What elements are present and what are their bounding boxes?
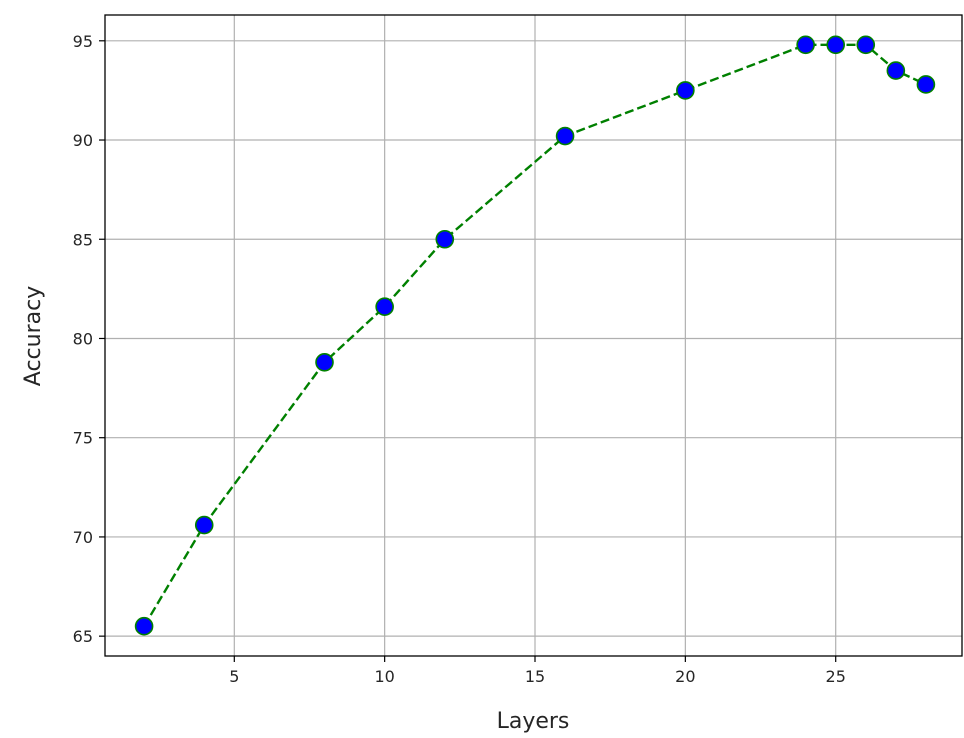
series-line	[143, 43, 927, 627]
y-tick-label: 70	[73, 528, 93, 547]
x-tick-label: 10	[374, 667, 394, 686]
y-tick-label: 75	[73, 429, 93, 448]
y-axis-label: Accuracy	[21, 286, 46, 386]
y-tick-label: 95	[73, 32, 93, 51]
data-point	[315, 352, 334, 372]
x-tick-label: 20	[675, 667, 695, 686]
data-point	[375, 297, 394, 317]
data-point	[676, 81, 695, 100]
data-point	[435, 229, 455, 249]
data-point	[796, 35, 815, 55]
data-point	[134, 616, 154, 636]
y-tick-label: 65	[73, 627, 93, 646]
x-axis-label: Layers	[497, 709, 570, 734]
data-point	[555, 126, 575, 146]
data-point	[916, 75, 936, 94]
axis-ticks: 5 10 15 20 25 65 70 75 80 85 90 95	[73, 32, 846, 686]
data-point	[194, 515, 214, 535]
data-point	[856, 35, 876, 55]
x-tick-label: 15	[525, 667, 545, 686]
y-tick-label: 80	[73, 329, 93, 348]
grid	[105, 15, 962, 656]
x-tick-label: 25	[826, 667, 846, 686]
data-point	[886, 61, 906, 80]
y-tick-label: 90	[73, 131, 93, 150]
x-tick-label: 5	[229, 667, 239, 686]
y-tick-label: 85	[73, 230, 93, 249]
data-point	[826, 35, 846, 55]
plot-frame	[104, 14, 963, 657]
series-layer	[134, 35, 936, 636]
